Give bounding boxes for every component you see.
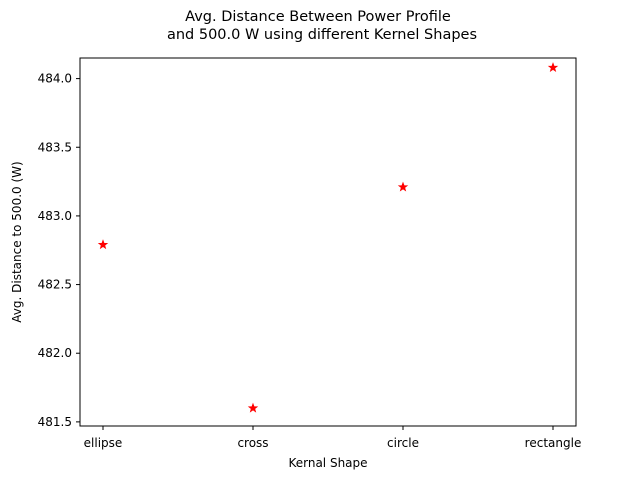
- data-point-ellipse: [97, 239, 109, 250]
- plot-area-frame: [79, 57, 577, 427]
- data-point-circle: [397, 181, 409, 192]
- x-axis-ticks: ellipse cross circle rectangle: [84, 426, 582, 450]
- x-axis-label: Kernal Shape: [288, 456, 367, 470]
- y-tick-label: 483.0: [38, 209, 72, 223]
- x-tick-label: cross: [237, 436, 268, 450]
- y-tick-label: 482.5: [38, 278, 72, 292]
- data-points: [97, 62, 559, 413]
- x-tick-label: rectangle: [525, 436, 582, 450]
- x-tick-label: circle: [387, 436, 419, 450]
- data-point-rectangle: [547, 62, 559, 73]
- data-point-cross: [247, 402, 259, 413]
- y-tick-label: 483.5: [38, 140, 72, 154]
- chart-title-line-2: and 500.0 W using different Kernel Shape…: [167, 27, 477, 43]
- y-axis-label: Avg. Distance to 500.0 (W): [10, 161, 24, 322]
- y-axis-ticks: 481.5 482.0 482.5 483.0 483.5 484.0: [38, 72, 80, 429]
- y-tick-label: 482.0: [38, 346, 72, 360]
- y-tick-label: 484.0: [38, 72, 72, 86]
- x-tick-label: ellipse: [84, 436, 123, 450]
- y-tick-label: 481.5: [38, 415, 72, 429]
- chart-title-line-1: Avg. Distance Between Power Profile: [185, 9, 451, 25]
